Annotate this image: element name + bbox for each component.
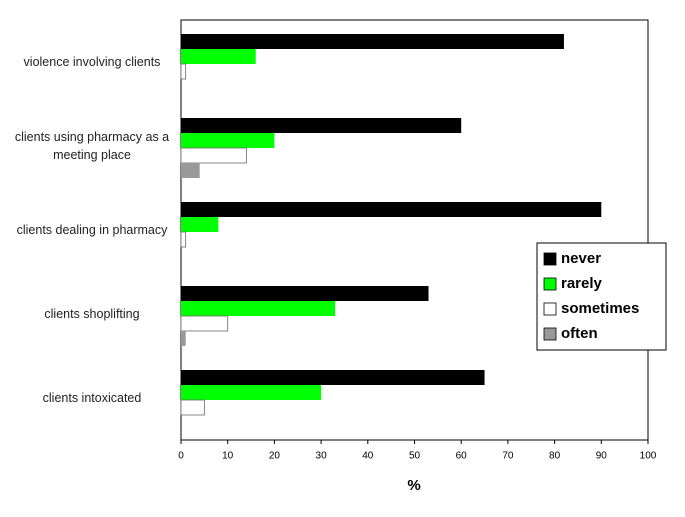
- legend-swatch: [543, 252, 557, 266]
- x-tick-label: 80: [549, 451, 561, 462]
- bar: [180, 315, 229, 332]
- bar: [181, 217, 219, 232]
- bar: [181, 118, 462, 133]
- x-tick-label: 40: [362, 451, 374, 462]
- x-axis-label: %: [407, 477, 420, 494]
- y-tick-label: violence involving clients: [23, 55, 161, 69]
- bar: [181, 370, 485, 385]
- legend: never rarely sometimes often: [536, 242, 667, 351]
- x-tick-label: 70: [502, 451, 514, 462]
- x-tick-label: 50: [409, 451, 421, 462]
- bar: [181, 34, 564, 49]
- x-tick-label: 60: [456, 451, 468, 462]
- legend-label: often: [561, 325, 598, 342]
- bar: [181, 133, 275, 148]
- bar: [180, 63, 187, 80]
- x-tick-label: 20: [269, 451, 281, 462]
- x-tick-label: 10: [222, 451, 234, 462]
- bar: [180, 399, 205, 416]
- legend-swatch: [543, 277, 557, 291]
- legend-label: rarely: [561, 275, 603, 292]
- x-tick-label: 100: [640, 451, 657, 462]
- y-tick-label: clients intoxicated: [42, 391, 142, 405]
- bar: [181, 331, 186, 346]
- bar: [181, 385, 322, 400]
- legend-label: never: [561, 250, 601, 267]
- bar: [180, 147, 247, 164]
- x-tick-label: 90: [596, 451, 608, 462]
- bar: [181, 49, 256, 64]
- legend-box: [536, 242, 667, 351]
- legend-label: sometimes: [561, 300, 639, 317]
- legend-swatch: [543, 327, 557, 341]
- bar: [181, 286, 429, 301]
- y-tick-label: clients using pharmacy as a meeting plac…: [14, 130, 170, 162]
- bar: [181, 202, 602, 217]
- bar: [181, 163, 200, 178]
- y-tick-label: clients dealing in pharmacy: [16, 223, 168, 237]
- x-tick-label: 30: [316, 451, 328, 462]
- y-tick-label: clients shoplifting: [44, 307, 140, 321]
- x-tick-label: 0: [178, 451, 184, 462]
- bar: [181, 301, 336, 316]
- bar: [180, 231, 187, 248]
- legend-swatch: [543, 302, 557, 316]
